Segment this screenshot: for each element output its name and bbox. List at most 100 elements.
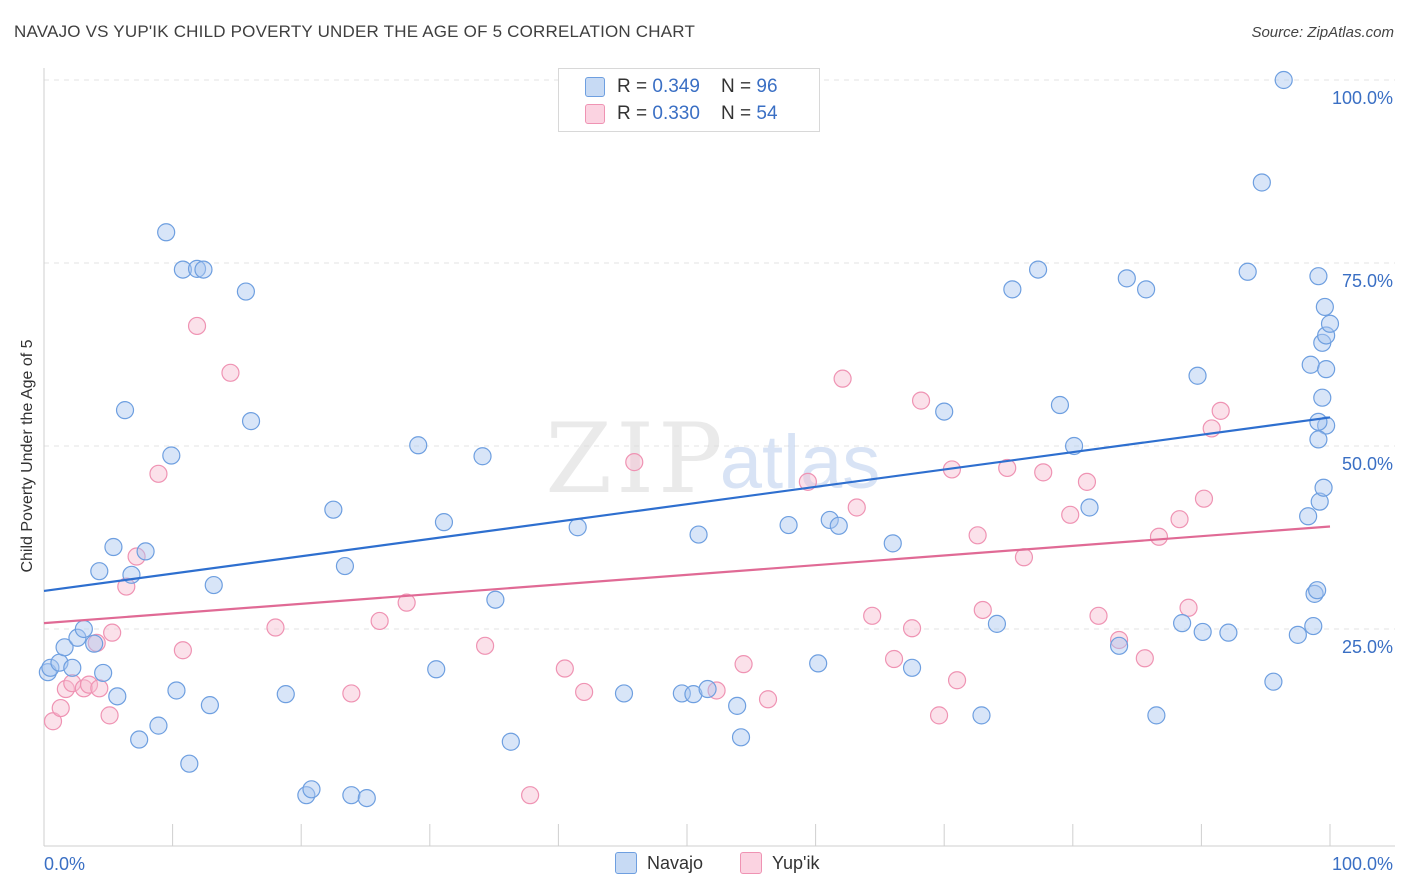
navajo-point: [1304, 616, 1323, 636]
navajo-point: [1309, 412, 1328, 431]
yupik-point: [475, 636, 495, 655]
navajo-point: [85, 634, 104, 653]
yupik-point: [79, 675, 99, 694]
legend-r-label: R =: [617, 76, 653, 97]
navajo-point: [324, 500, 343, 519]
navajo-point: [1050, 395, 1070, 415]
yupik-point: [127, 547, 146, 566]
yupik-point: [1194, 489, 1214, 508]
bottom-legend: Navajo Yup'ik: [0, 852, 1406, 876]
navajo-point: [1080, 498, 1099, 517]
yupik-point: [575, 682, 594, 702]
yupik-point: [884, 649, 904, 669]
navajo-point: [136, 542, 155, 561]
yupik-point: [1179, 598, 1198, 617]
navajo-point: [427, 660, 446, 679]
yupik-point: [1211, 401, 1230, 420]
navajo-point: [1317, 360, 1336, 379]
navajo-point: [187, 259, 207, 278]
yupik-point: [266, 618, 285, 637]
navajo-point: [297, 786, 316, 805]
bottom-legend-navajo-label: Navajo: [647, 852, 704, 873]
navajo-point: [1173, 614, 1192, 633]
legend-n-value: 54: [756, 103, 778, 124]
yupik-point: [1149, 527, 1169, 546]
navajo-point: [1028, 260, 1048, 279]
yupik-point: [625, 453, 644, 472]
navajo-point: [108, 687, 127, 706]
navajo-point: [1274, 70, 1293, 90]
yupik-point: [103, 623, 122, 642]
navajo-point: [779, 515, 798, 535]
navajo-point: [1109, 636, 1129, 655]
navajo-point: [1310, 492, 1329, 511]
x-tick-labels: 0.0% 100.0%: [44, 854, 1393, 874]
y-axis-label: Child Poverty Under the Age of 5: [19, 339, 36, 573]
navajo-point: [1147, 706, 1166, 725]
navajo-point: [1219, 623, 1238, 642]
navajo-point: [173, 260, 192, 279]
legend-r-value: 0.330: [652, 103, 700, 124]
navajo-point: [1301, 355, 1320, 374]
yupik-point: [342, 684, 361, 703]
yupik-point: [734, 655, 753, 674]
navajo-point: [204, 575, 223, 595]
source-label: Source: ZipAtlas.com: [1251, 24, 1394, 41]
y-tick-label: 25.0%: [1342, 637, 1393, 657]
navajo-point: [987, 614, 1007, 633]
yupik-point: [90, 679, 109, 698]
yupik-point: [1077, 472, 1097, 491]
yupik-point: [1170, 510, 1189, 529]
navajo-point: [1314, 478, 1333, 497]
navajo-point: [728, 696, 747, 715]
yupik-point: [947, 671, 967, 690]
navajo-point: [94, 663, 113, 683]
y-tick-label: 75.0%: [1342, 271, 1393, 291]
legend-n-label: N =: [721, 76, 757, 97]
navajo-point: [820, 510, 839, 530]
yupik-point: [100, 706, 119, 725]
navajo-point: [200, 696, 219, 715]
navajo-point: [1238, 262, 1257, 281]
navajo-point: [501, 732, 520, 751]
yupik-trend-line: [43, 525, 1331, 625]
bottom-legend-swatch-yupik: [740, 852, 762, 874]
navajo-point: [434, 513, 454, 532]
bottom-legend-yupik: Yup'ik: [740, 852, 819, 874]
navajo-point: [1317, 326, 1336, 345]
navajo-point: [41, 658, 60, 677]
yupik-point: [1061, 505, 1080, 524]
navajo-point: [1003, 280, 1022, 299]
yupik-point: [521, 786, 540, 805]
series-yupik: [43, 316, 1230, 805]
navajo-point: [883, 534, 902, 553]
yupik-point: [117, 577, 136, 596]
navajo-point: [149, 716, 168, 735]
yupik-point: [998, 458, 1017, 478]
navajo-point: [698, 679, 717, 699]
navajo-point: [302, 780, 321, 799]
legend: R = 0.349 N = 96 R = 0.330 N = 54: [558, 68, 820, 132]
watermark-atlas: atlas: [720, 420, 881, 505]
yupik-point: [929, 706, 949, 725]
navajo-point: [104, 537, 123, 557]
yupik-point: [1109, 630, 1129, 650]
navajo-point: [1188, 366, 1207, 385]
yupik-point: [798, 472, 817, 491]
navajo-point: [1309, 267, 1328, 286]
yupik-point: [149, 464, 168, 483]
yupik-point: [187, 316, 207, 336]
navajo-point: [568, 518, 587, 537]
yupik-point: [847, 498, 866, 517]
y-tick-labels: 25.0% 50.0% 75.0% 100.0%: [1332, 88, 1393, 657]
legend-n-value: 96: [756, 76, 778, 97]
navajo-point: [357, 788, 376, 808]
navajo-point: [63, 658, 82, 677]
yupik-point: [707, 681, 726, 700]
navajo-trend-line: [43, 416, 1331, 593]
navajo-point: [162, 446, 181, 465]
navajo-point: [276, 685, 295, 704]
yupik-point: [555, 659, 574, 678]
x-tick-label: 100.0%: [1332, 854, 1393, 874]
legend-swatch-yupik: [585, 104, 605, 124]
